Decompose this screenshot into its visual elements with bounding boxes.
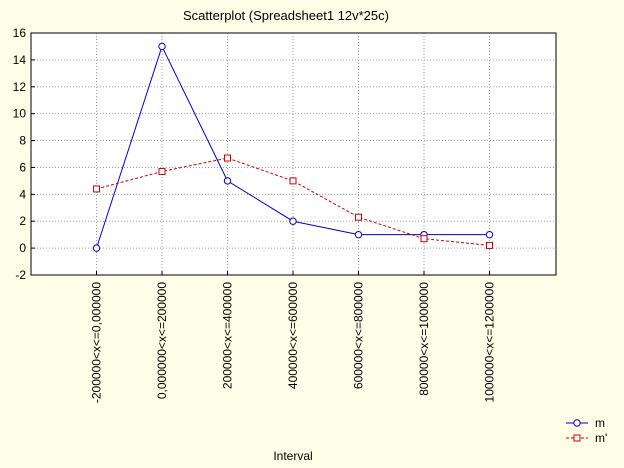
y-tick-label: 2: [19, 214, 26, 228]
data-point: [158, 42, 166, 51]
series-layer: [92, 42, 494, 252]
legend-item: m: [566, 416, 605, 430]
data-point: [289, 177, 297, 185]
y-tick-label: 6: [19, 160, 26, 174]
legend: mm': [566, 416, 607, 445]
data-point: [223, 177, 232, 185]
y-tick-label: 14: [13, 53, 27, 67]
x-tick-label: 1000000<x<=1200000: [483, 282, 497, 403]
legend-item: m': [566, 431, 607, 445]
x-tick-label: 0,000000<x<=200000: [155, 282, 169, 399]
chart-title: Scatterplot (Spreadsheet1 12v*25c): [183, 8, 389, 23]
data-point: [485, 230, 494, 239]
x-tick-label: 200000<x<=400000: [221, 282, 235, 389]
data-point: [93, 185, 100, 193]
y-tick-label: -2: [15, 268, 26, 282]
data-point: [486, 241, 493, 249]
x-tick-label: 800000<x<=1000000: [417, 282, 431, 396]
y-tick-label: 0: [19, 241, 26, 255]
y-tick-label: 8: [19, 134, 26, 148]
y-tick-label: 12: [13, 80, 27, 94]
x-tick-label: 600000<x<=800000: [352, 282, 366, 389]
data-point: [158, 167, 166, 175]
x-tick-label: 400000<x<=600000: [286, 282, 300, 389]
y-axis: -2 0 2 4 6 8 10 12 14 16: [13, 26, 35, 282]
x-axis-label: Interval: [273, 449, 312, 463]
series-m-prime: [93, 154, 493, 249]
data-point: [355, 213, 362, 221]
legend-label: m: [595, 416, 605, 430]
data-point: [354, 230, 363, 239]
data-point: [420, 235, 428, 243]
data-point: [92, 244, 101, 252]
legend-marker: [573, 419, 581, 427]
y-tick-label: 16: [13, 26, 27, 40]
legend-marker: [573, 434, 581, 442]
data-point: [224, 154, 231, 162]
x-tick-label: -200000<x<=0,000000: [90, 282, 104, 403]
series-m: [92, 42, 494, 252]
legend-label: m': [595, 431, 607, 445]
y-tick-label: 4: [19, 187, 26, 201]
data-point: [289, 217, 297, 225]
x-axis: -200000<x<=0,000000 0,000000<x<=200000 200…: [90, 271, 497, 403]
y-tick-label: 10: [13, 107, 27, 121]
